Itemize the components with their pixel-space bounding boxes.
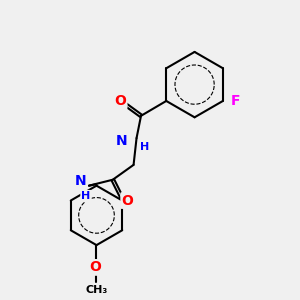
- Text: H: H: [140, 142, 149, 152]
- Text: N: N: [74, 174, 86, 188]
- Text: N: N: [116, 134, 127, 148]
- Text: O: O: [114, 94, 126, 108]
- Text: CH₃: CH₃: [85, 285, 108, 295]
- Text: H: H: [81, 191, 91, 201]
- Text: O: O: [122, 194, 134, 208]
- Text: F: F: [230, 94, 240, 108]
- Text: O: O: [89, 260, 101, 274]
